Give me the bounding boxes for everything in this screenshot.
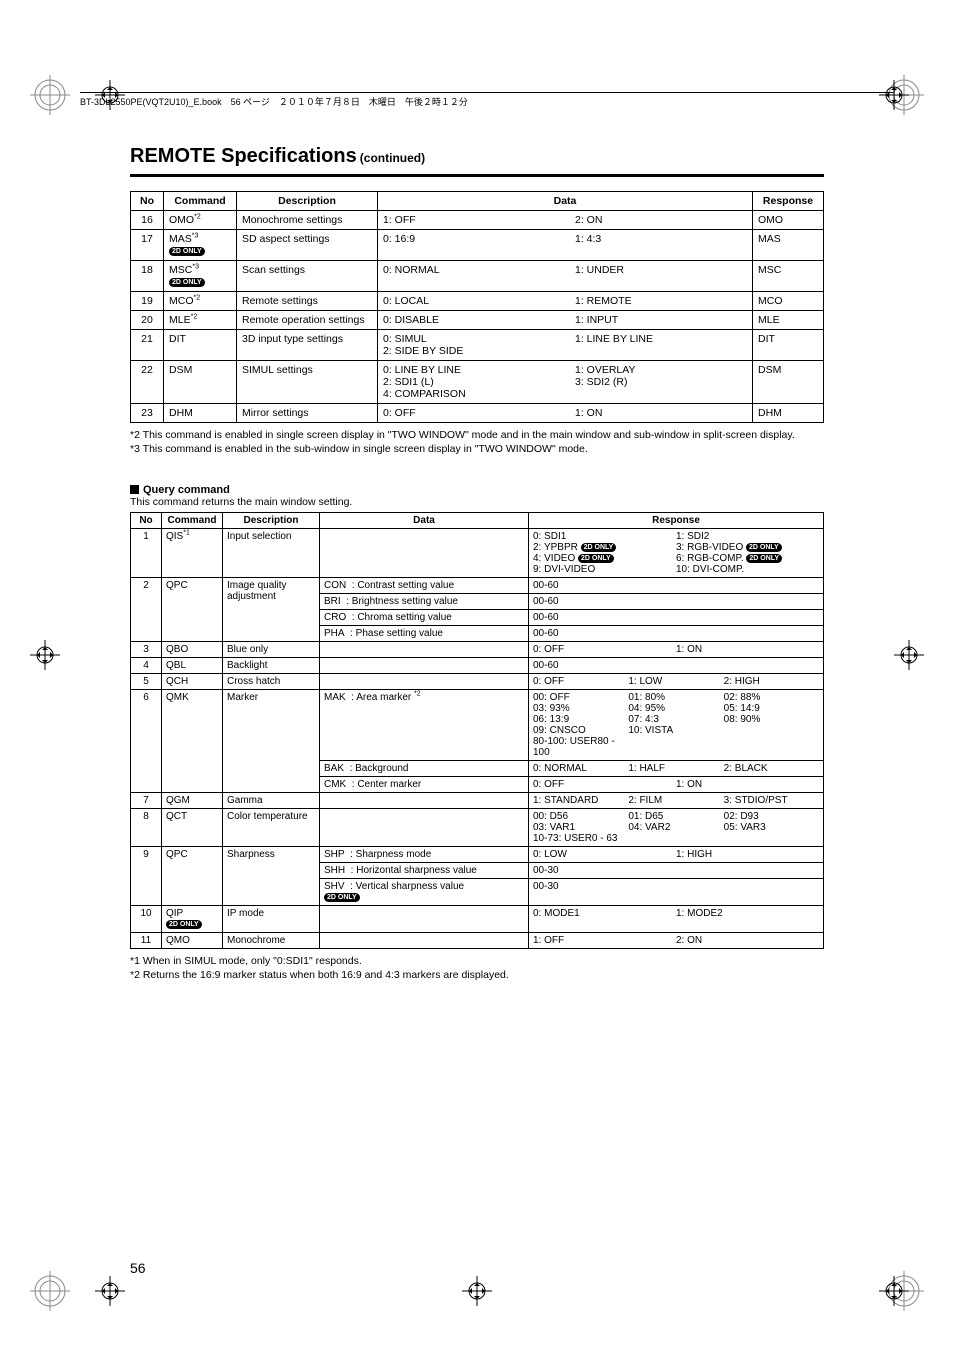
spec-table: NoCommandDescriptionDataResponse 16OMO*2…	[130, 191, 824, 423]
page-number: 56	[130, 1260, 146, 1276]
running-head-text: BT-3DL2550PE(VQT2U10)_E.book 56 ページ ２０１０…	[80, 97, 468, 107]
square-bullet-icon	[130, 485, 139, 494]
query-desc: This command returns the main window set…	[130, 496, 824, 508]
footnotes-1: *2 This command is enabled in single scr…	[130, 429, 824, 456]
crosshair-bc	[462, 1276, 492, 1306]
footnotes-query: *1 When in SIMUL mode, only "0:SDI1" res…	[130, 955, 824, 982]
title-main: REMOTE Specifications	[130, 145, 357, 167]
query-title: Query command	[130, 484, 824, 496]
crosshair-br2	[879, 1276, 909, 1306]
crosshair-bl	[95, 1276, 125, 1306]
regmark-bl	[30, 1271, 70, 1311]
title-rule	[130, 174, 824, 177]
query-table: NoCommandDescriptionDataResponse 1QIS*1I…	[130, 512, 824, 949]
regmark-tl	[30, 75, 70, 115]
query-title-text: Query command	[143, 484, 230, 496]
page-title: REMOTE Specifications (continued)	[130, 145, 824, 168]
crosshair-ml	[30, 640, 60, 670]
crosshair-mr	[894, 640, 924, 670]
running-head: BT-3DL2550PE(VQT2U10)_E.book 56 ページ ２０１０…	[80, 92, 894, 108]
title-continued: (continued)	[360, 151, 425, 165]
